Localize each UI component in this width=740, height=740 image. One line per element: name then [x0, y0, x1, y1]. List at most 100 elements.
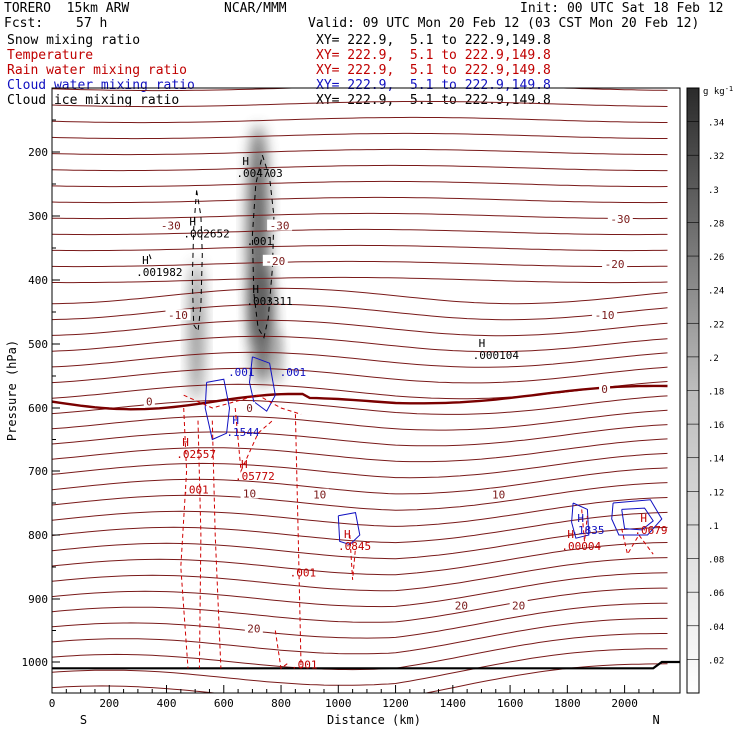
- isotherm-label-11: 10: [313, 489, 326, 502]
- isotherm-label-2: -30: [610, 213, 630, 226]
- max-marker-6: H: [182, 436, 189, 449]
- center-name: NCAR/MMM: [224, 1, 287, 16]
- contour-line-0: [191, 190, 203, 333]
- isotherm-label-bg: [244, 402, 256, 413]
- colorbar-unit: g kg-1: [703, 85, 733, 97]
- isotherm: [52, 424, 668, 447]
- x-tick-label-3: 600: [214, 697, 234, 710]
- x-tick-label-0: 0: [49, 697, 56, 710]
- y-tick-label-1: 300: [28, 210, 48, 223]
- isotherm: [52, 542, 668, 576]
- contour-line-13: [294, 414, 302, 669]
- isotherm-label-bg: [509, 599, 528, 611]
- field-xy-snow: XY= 222.9, 5.1 to 222.9,149.8: [316, 33, 551, 48]
- contour-line-16: [581, 509, 588, 542]
- plot-frame: [51, 87, 681, 694]
- max-value-6: .02557: [176, 448, 216, 461]
- contour-line-10: [197, 420, 202, 669]
- model-name: TORERO 15km ARW: [4, 1, 130, 16]
- contour-line-7: [611, 499, 663, 536]
- field-name-cloud-ice: Cloud ice mixing ratio: [7, 93, 180, 108]
- isotherm: [52, 303, 668, 321]
- isotherm: [52, 212, 668, 220]
- x-tick-label-5: 1000: [325, 697, 352, 710]
- isotherm: [52, 260, 668, 268]
- max-value-11: .0679: [634, 524, 667, 537]
- colorbar-label-1: .04: [708, 623, 724, 633]
- isotherm: [52, 467, 668, 495]
- isotherm: [52, 180, 668, 188]
- isotherm: [52, 148, 668, 156]
- isotherm: [52, 452, 668, 479]
- max-marker-1: H: [189, 216, 196, 229]
- contour-line-6: [571, 502, 590, 539]
- isotherm: [52, 648, 668, 686]
- isotherm-label-bg: [267, 219, 293, 231]
- endpoint-left: S: [80, 713, 87, 727]
- x-tick-label-2: 400: [157, 697, 177, 710]
- field-xy-cloud-water: XY= 222.9, 5.1 to 222.9,149.8: [316, 78, 551, 93]
- contour-value-label-3: .001: [182, 483, 209, 496]
- snow-shade-1: [250, 264, 275, 385]
- isotherm-label-bg: [143, 395, 155, 407]
- contour-line-2: [148, 254, 153, 261]
- isotherm-label-5: -10: [168, 309, 188, 322]
- isotherm-label-bg: [602, 258, 628, 269]
- isotherm: [52, 482, 668, 511]
- isotherm-label-bg: [452, 599, 471, 611]
- isotherm: [52, 572, 668, 608]
- colorbar-label-13: .28: [708, 219, 724, 229]
- y-tick-label-5: 700: [28, 465, 48, 478]
- y-tick-label-4: 600: [28, 402, 48, 415]
- contour-line-3: [204, 378, 231, 441]
- contour-line-18: [183, 394, 302, 415]
- isotherm-label-13: 20: [247, 623, 260, 636]
- x-tick-label-9: 1800: [554, 697, 581, 710]
- colorbar-label-8: .18: [708, 388, 724, 398]
- max-marker-4: H: [479, 337, 486, 350]
- contour-line-9: [180, 407, 189, 669]
- isotherm-label-15: 20: [512, 599, 525, 612]
- isotherm: [52, 244, 668, 252]
- valid-time: Valid: 09 UTC Mon 20 Feb 12 (03 CST Mon …: [308, 16, 700, 31]
- contour-line-15: [349, 534, 356, 580]
- contour-value-label-0: .001: [247, 235, 274, 248]
- colorbar-label-7: .16: [708, 421, 724, 431]
- contour-line-11: [211, 420, 222, 669]
- colorbar-label-14: .3: [708, 186, 719, 196]
- isotherm-label-14: 20: [455, 599, 468, 612]
- x-tick-label-7: 1400: [440, 697, 467, 710]
- contour-line-8: [621, 507, 654, 531]
- isotherm-label-bg: [489, 488, 508, 500]
- contour-value-label-1: .001: [228, 366, 255, 379]
- isotherm-label-0: -30: [161, 220, 181, 233]
- contour-value-label-2: .001: [280, 366, 307, 379]
- isotherm: [52, 497, 668, 527]
- isotherm: [52, 617, 668, 655]
- y-tick-label-8: 1000: [22, 656, 49, 669]
- isotherm: [52, 319, 668, 337]
- isotherm: [52, 287, 668, 305]
- colorbar-label-10: .22: [708, 320, 724, 330]
- isotherm-label-bg: [240, 487, 259, 499]
- contour-line-14: [274, 630, 290, 670]
- field-name-temperature: Temperature: [7, 48, 94, 63]
- isotherm-label-bg: [158, 219, 184, 231]
- contour-value-label-4: .001: [290, 567, 317, 580]
- isotherm: [52, 409, 668, 431]
- isotherm: [52, 366, 668, 384]
- isotherm: [52, 526, 668, 560]
- forecast-label: Fcst:: [4, 16, 44, 31]
- isotherm-label-bg: [262, 254, 288, 266]
- max-marker-3: H: [252, 283, 259, 296]
- isotherm: [52, 116, 668, 124]
- field-xy-rain: XY= 222.9, 5.1 to 222.9,149.8: [316, 63, 551, 78]
- x-tick-label-1: 200: [99, 697, 119, 710]
- init-time: Init: 00 UTC Sat 18 Feb 12: [520, 1, 724, 16]
- max-marker-9: H: [567, 528, 574, 541]
- colorbar-label-15: .32: [708, 152, 724, 162]
- mixing-ratio-contours: [148, 155, 663, 670]
- field-name-rain: Rain water mixing ratio: [7, 63, 188, 78]
- field-name-cloud-water: Cloud water mixing ratio: [7, 78, 195, 93]
- isotherm: [52, 511, 668, 544]
